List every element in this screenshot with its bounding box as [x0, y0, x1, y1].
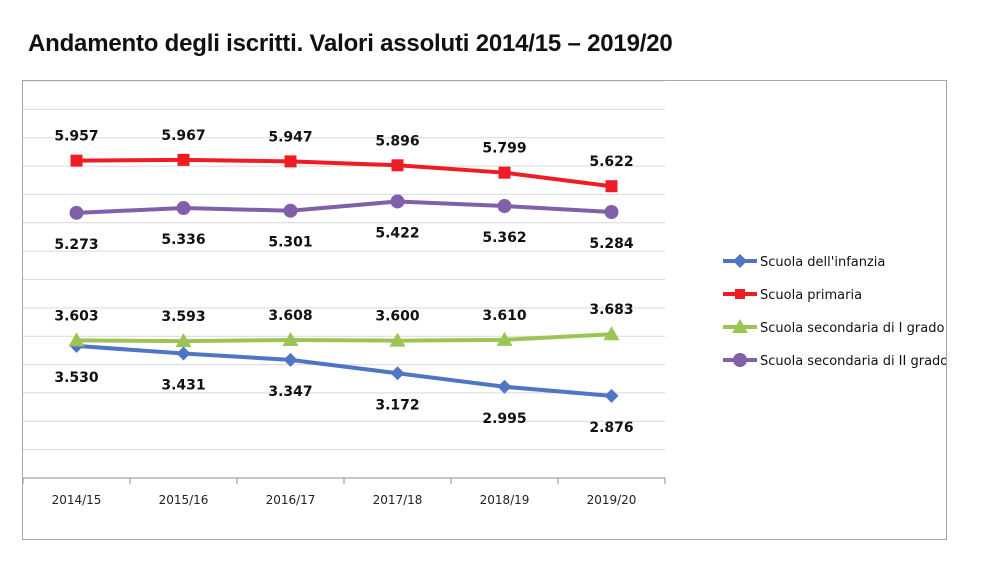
data-point-scuola-primaria — [177, 153, 190, 166]
series-line-scuola-secondaria-di-ii-grado — [76, 199, 612, 215]
data-point-scuola-dell-infanzia — [604, 388, 619, 403]
data-label-scuola-secondaria-di-i-grado: 3.683 — [589, 302, 633, 318]
legend-swatch-marker — [733, 353, 747, 367]
data-point-scuola-primaria — [605, 180, 618, 193]
data-label-scuola-dell-infanzia: 3.347 — [268, 384, 312, 400]
chart-frame: 2014/15 2015/16 2016/17 2017/18 2018/19 2019/… — [22, 80, 948, 540]
series-scuola-secondaria-di-ii-grado — [69, 194, 619, 220]
data-label-scuola-secondaria-di-ii-grado: 5.362 — [482, 230, 526, 246]
x-tick-label: 2014/15 — [52, 493, 102, 507]
data-label-scuola-primaria: 5.622 — [589, 154, 633, 170]
data-label-scuola-secondaria-di-i-grado: 3.608 — [268, 308, 312, 324]
x-tick-label: 2019/20 — [587, 493, 637, 507]
data-point-scuola-secondaria-di-ii-grado — [176, 201, 191, 216]
data-point-scuola-secondaria-di-i-grado — [496, 331, 513, 346]
legend-swatch-marker — [735, 289, 745, 299]
data-label-scuola-secondaria-di-ii-grado: 5.336 — [161, 232, 205, 248]
series-scuola-primaria — [70, 153, 618, 193]
data-label-scuola-secondaria-di-ii-grado: 5.273 — [54, 237, 98, 253]
data-point-scuola-dell-infanzia — [176, 346, 191, 361]
data-label-scuola-dell-infanzia: 3.431 — [161, 377, 205, 393]
chart-series — [68, 153, 620, 403]
x-tick-label: 2015/16 — [159, 493, 209, 507]
chart-gridlines — [23, 80, 665, 451]
series-line-scuola-primaria — [76, 157, 612, 189]
data-point-scuola-secondaria-di-i-grado — [389, 332, 406, 347]
data-point-scuola-dell-infanzia — [390, 366, 405, 381]
data-point-scuola-secondaria-di-ii-grado — [604, 205, 619, 220]
legend-label: Scuola secondaria di II grado — [760, 354, 946, 369]
data-label-scuola-secondaria-di-ii-grado: 5.284 — [589, 236, 634, 252]
series-scuola-secondaria-di-i-grado — [68, 326, 620, 348]
legend-swatch-marker — [732, 319, 748, 333]
x-tick-label: 2018/19 — [480, 493, 530, 507]
data-point-scuola-secondaria-di-i-grado — [175, 333, 192, 348]
data-point-scuola-dell-infanzia — [283, 352, 298, 367]
chart-data-labels: 3.530 3.431 3.347 3.172 2.995 2.876 5.957 5.967… — [54, 128, 634, 436]
data-label-scuola-dell-infanzia: 2.995 — [482, 411, 526, 427]
data-label-scuola-secondaria-di-i-grado: 3.600 — [375, 309, 420, 325]
series-line-scuola-dell-infanzia — [76, 343, 612, 398]
legend-item-scuola-secondaria-di-i-grado: Scuola secondaria di I grado — [723, 319, 944, 336]
legend-item-scuola-primaria: Scuola primaria — [723, 288, 862, 303]
data-label-scuola-dell-infanzia: 3.530 — [54, 370, 99, 386]
data-label-scuola-secondaria-di-i-grado: 3.593 — [161, 309, 205, 325]
data-point-scuola-secondaria-di-ii-grado — [283, 203, 298, 218]
data-label-scuola-dell-infanzia: 3.172 — [375, 397, 419, 413]
data-label-scuola-dell-infanzia: 2.876 — [589, 420, 633, 436]
chart-axes: 2014/15 2015/16 2016/17 2017/18 2018/19 2019/… — [22, 477, 666, 507]
legend-item-scuola-secondaria-di-ii-grado: Scuola secondaria di II grado — [723, 353, 948, 369]
legend-swatch-marker — [733, 254, 747, 268]
data-point-scuola-primaria — [284, 155, 297, 168]
data-point-scuola-dell-infanzia — [497, 379, 512, 394]
x-tick-label: 2016/17 — [266, 493, 316, 507]
data-point-scuola-primaria — [70, 154, 83, 167]
line-chart: 2014/15 2015/16 2016/17 2017/18 2018/19 2019/… — [22, 80, 948, 507]
data-point-scuola-secondaria-di-ii-grado — [69, 205, 84, 220]
legend-label: Scuola primaria — [760, 288, 862, 303]
data-label-scuola-primaria: 5.799 — [482, 141, 526, 157]
data-point-scuola-secondaria-di-ii-grado — [497, 199, 512, 214]
data-label-scuola-secondaria-di-ii-grado: 5.422 — [375, 225, 419, 241]
data-point-scuola-secondaria-di-i-grado — [68, 332, 85, 347]
chart-legend: Scuola dell'infanzia Scuola primaria Scuol… — [723, 254, 948, 369]
data-label-scuola-primaria: 5.967 — [161, 128, 205, 144]
data-label-scuola-primaria: 5.957 — [54, 129, 98, 145]
data-point-scuola-primaria — [391, 159, 404, 172]
data-label-scuola-secondaria-di-ii-grado: 5.301 — [268, 235, 312, 251]
page-title: Andamento degli iscritti. Valori assolut… — [28, 30, 673, 57]
x-tick-label: 2017/18 — [373, 493, 423, 507]
data-point-scuola-secondaria-di-ii-grado — [390, 194, 405, 209]
data-label-scuola-secondaria-di-i-grado: 3.603 — [54, 308, 98, 324]
data-label-scuola-secondaria-di-i-grado: 3.610 — [482, 308, 527, 324]
data-label-scuola-primaria: 5.947 — [268, 129, 312, 145]
data-label-scuola-primaria: 5.896 — [375, 133, 419, 149]
series-line-scuola-secondaria-di-i-grado — [76, 332, 612, 344]
data-point-scuola-secondaria-di-i-grado — [282, 331, 299, 346]
legend-label: Scuola secondaria di I grado — [760, 321, 944, 336]
data-point-scuola-primaria — [498, 166, 511, 179]
data-point-scuola-secondaria-di-i-grado — [603, 326, 620, 341]
legend-label: Scuola dell'infanzia — [760, 255, 885, 270]
legend-item-scuola-dell-infanzia: Scuola dell'infanzia — [723, 254, 885, 270]
